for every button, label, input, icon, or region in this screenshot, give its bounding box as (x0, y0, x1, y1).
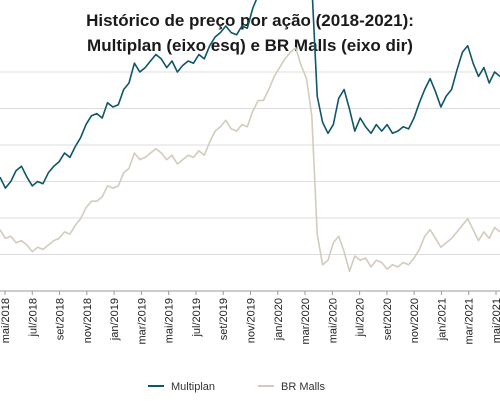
x-tick-label: mai/2020 (327, 298, 339, 343)
x-tick-label: mai/2018 (0, 298, 12, 343)
x-tick-label: set/2019 (218, 298, 230, 340)
chart-title-line-2: Multiplan (eixo esq) e BR Malls (eixo di… (87, 36, 413, 55)
x-tick-label: nov/2018 (82, 298, 94, 343)
x-tick-label: set/2020 (382, 298, 394, 340)
x-axis-ticks: mai/2018 jul/2018 set/2018 nov/2018 jan/2019… (0, 291, 500, 344)
x-tick-label: mar/2020 (300, 298, 312, 344)
series-line-multiplan (0, 0, 500, 189)
x-tick-label: jul/2019 (191, 298, 203, 338)
x-tick-label: jul/2018 (27, 298, 39, 338)
legend-label-br-malls: BR Malls (281, 381, 326, 393)
x-tick-label: nov/2020 (409, 298, 421, 343)
x-tick-label: jan/2019 (109, 298, 121, 341)
legend: Multiplan BR Malls (148, 381, 326, 393)
series-layer (0, 0, 500, 273)
series-line-br-malls (0, 47, 500, 273)
x-tick-label: set/2018 (55, 298, 67, 340)
legend-label-multiplan: Multiplan (171, 381, 215, 393)
x-tick-label: nov/2019 (246, 298, 258, 343)
x-tick-label: jul/2020 (355, 298, 367, 338)
x-tick-label: mar/2021 (464, 298, 476, 344)
x-tick-label: mai/2019 (164, 298, 176, 343)
x-tick-label: jan/2021 (436, 298, 448, 341)
x-tick-label: jan/2020 (273, 298, 285, 341)
x-tick-label: mai/2021 (491, 298, 500, 343)
x-tick-label: mar/2019 (136, 298, 148, 344)
